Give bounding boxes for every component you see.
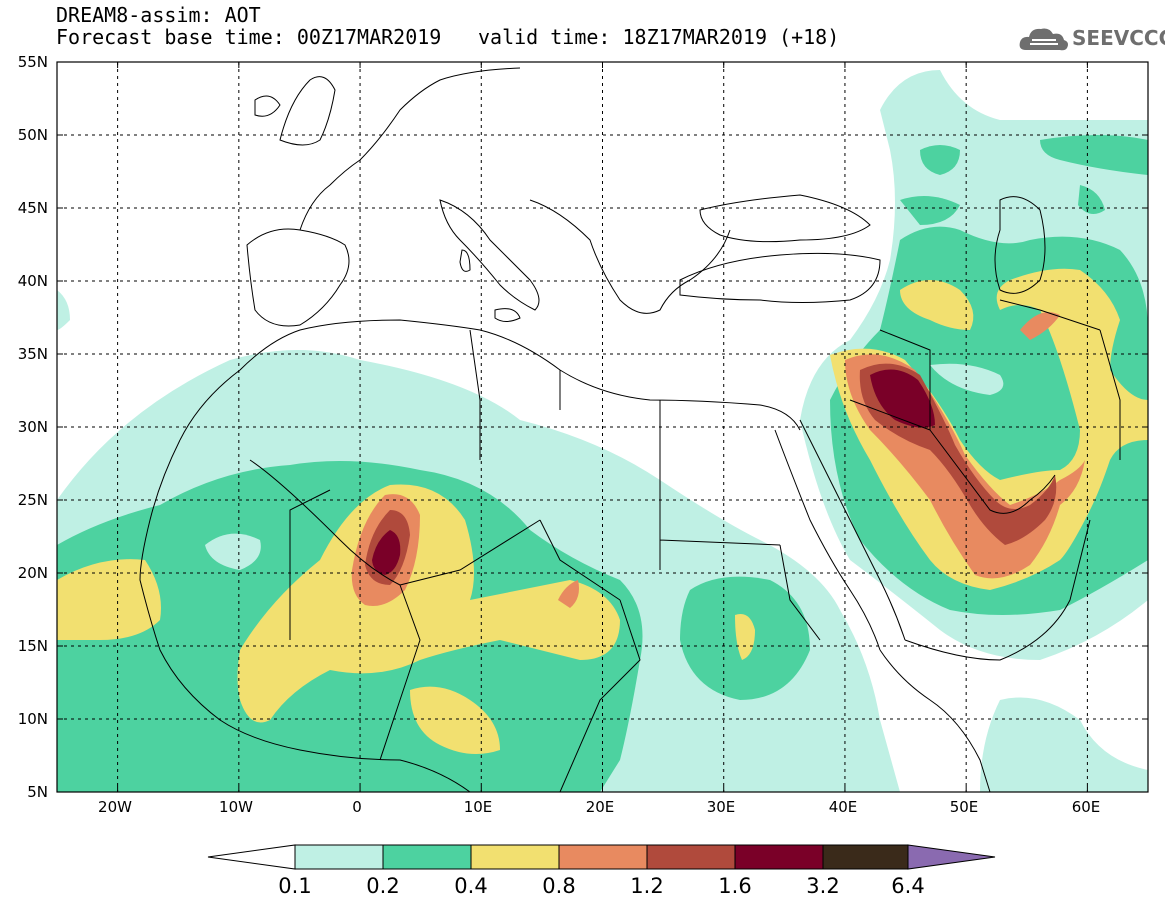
colorbar-low-arrow	[207, 844, 296, 870]
colorbar-segment	[558, 844, 648, 870]
colorbar-label: 0.8	[542, 874, 575, 898]
aot-0.4-0.8-layer	[57, 268, 1148, 754]
lat-label: 10N	[18, 710, 48, 728]
lat-label: 20N	[18, 564, 48, 582]
colorbar-segment	[646, 844, 736, 870]
lat-label: 40N	[18, 272, 48, 290]
title-line-model: DREAM8-assim: AOT	[56, 3, 261, 27]
colorbar-segment	[294, 844, 384, 870]
lon-label: 20E	[586, 798, 615, 816]
aot-1.6-3.2-layer	[372, 369, 935, 575]
lon-axis: 20W 10W 0 10E 20E 30E 40E 50E 60E	[98, 798, 1100, 816]
lat-label: 5N	[27, 783, 48, 801]
colorbar	[207, 844, 996, 870]
lat-label: 55N	[18, 53, 48, 71]
colorbar-segment	[470, 844, 560, 870]
axis-ticks	[57, 61, 1148, 793]
lon-label: 40E	[829, 798, 858, 816]
colorbar-label: 0.4	[454, 874, 487, 898]
colorbar-segment	[734, 844, 824, 870]
lon-label: 60E	[1072, 798, 1101, 816]
colorbar-label: 1.2	[630, 874, 663, 898]
colorbar-segment	[822, 844, 909, 870]
cloud-icon	[1019, 28, 1068, 51]
colorbar-labels: 0.1 0.2 0.4 0.8 1.2 1.6 3.2 6.4	[278, 874, 924, 898]
logo-text: SEEVCCC	[1072, 26, 1165, 50]
colorbar-segment	[382, 844, 472, 870]
title-line-base-time: Forecast base time: 00Z17MAR2019	[56, 25, 442, 49]
lon-label: 30E	[707, 798, 736, 816]
colorbar-label: 6.4	[891, 874, 924, 898]
lat-label: 25N	[18, 491, 48, 509]
low-aot-pocket	[205, 533, 261, 570]
lat-label: 15N	[18, 637, 48, 655]
title-line-valid-time: valid time: 18Z17MAR2019 (+18)	[478, 25, 840, 49]
colorbar-label: 0.1	[278, 874, 311, 898]
lon-label: 10W	[219, 798, 253, 816]
lat-label: 45N	[18, 199, 48, 217]
coastlines-borders	[139, 67, 1121, 792]
lon-label: 10E	[464, 798, 493, 816]
lon-label: 0	[352, 798, 362, 816]
lat-label: 35N	[18, 345, 48, 363]
lat-axis: 55N 50N 45N 40N 35N 30N 25N 20N 15N 10N …	[18, 53, 48, 801]
lat-label: 50N	[18, 126, 48, 144]
lat-label: 30N	[18, 418, 48, 436]
colorbar-label: 3.2	[806, 874, 839, 898]
seevccc-logo: SEEVCCC	[1018, 22, 1165, 56]
lon-label: 20W	[98, 798, 132, 816]
colorbar-high-arrow	[907, 844, 996, 870]
graticule	[57, 62, 1148, 792]
colorbar-label: 0.2	[366, 874, 399, 898]
colorbar-label: 1.6	[718, 874, 751, 898]
lon-label: 50E	[950, 798, 979, 816]
